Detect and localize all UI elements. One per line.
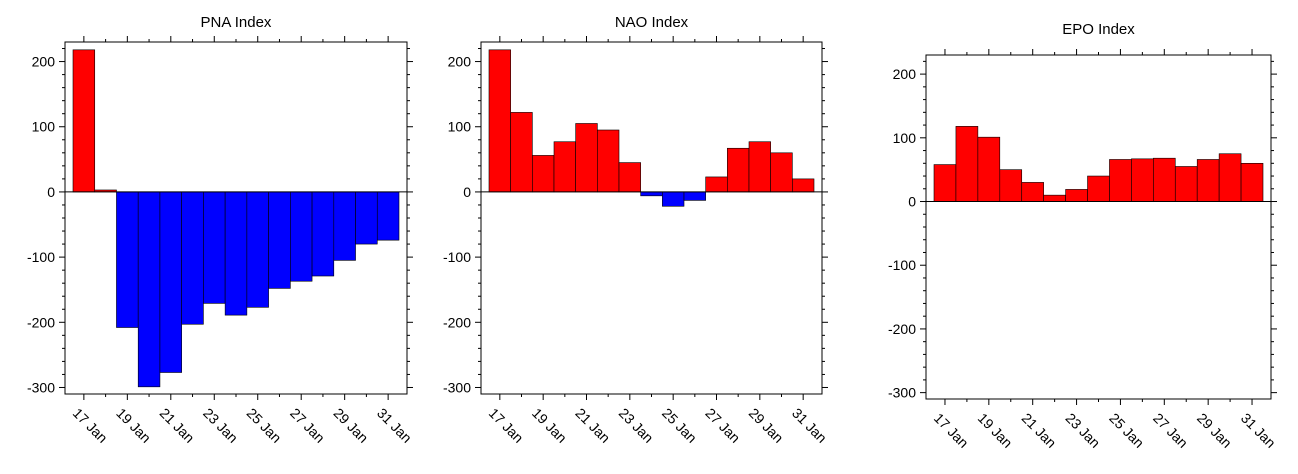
x-tick-label: 17 Jan xyxy=(70,405,111,446)
x-tick-label: 31 Jan xyxy=(374,405,415,446)
y-tick-label: -200 xyxy=(27,314,55,330)
bar-27-jan xyxy=(290,191,313,282)
bar-31-jan xyxy=(376,191,400,241)
bar-21-jan xyxy=(1021,182,1044,202)
bar-23-jan xyxy=(1065,189,1088,202)
y-tick-label: -300 xyxy=(888,385,916,401)
y-tick-label: -300 xyxy=(27,379,55,395)
x-tick-label: 31 Jan xyxy=(789,405,830,446)
x-tick-label: 23 Jan xyxy=(616,405,657,446)
x-tick-label: 27 Jan xyxy=(287,405,328,446)
bar-23-jan xyxy=(203,191,226,304)
bar-28-jan xyxy=(311,191,335,277)
x-tick-label: 27 Jan xyxy=(702,405,743,446)
y-tick-label: 0 xyxy=(47,184,55,200)
bar-30-jan xyxy=(355,191,378,245)
x-tick-label: 19 Jan xyxy=(113,405,154,446)
chart-title: EPO Index xyxy=(1062,21,1135,38)
x-tick-label: 25 Jan xyxy=(1106,410,1147,451)
bar-29-jan xyxy=(333,191,356,261)
bar-27-jan xyxy=(705,176,728,193)
x-tick-label: 23 Jan xyxy=(1062,410,1103,451)
bar-26-jan xyxy=(268,191,291,289)
bar-29-jan xyxy=(1196,159,1220,202)
bar-17-jan xyxy=(933,164,957,202)
x-tick-label: 23 Jan xyxy=(200,405,241,446)
x-tick-label: 19 Jan xyxy=(529,405,570,446)
chart-panel-3: EPO Index -300 -200 -100 0 100 200 17 Jan 19 Jan… xyxy=(888,21,1279,451)
bar-17-jan xyxy=(488,49,511,193)
bar-28-jan xyxy=(727,147,750,193)
x-tick-label: 29 Jan xyxy=(331,405,372,446)
bar-29-jan xyxy=(748,141,771,193)
bar-28-jan xyxy=(1174,166,1198,202)
y-tick-label: -200 xyxy=(888,321,916,337)
x-tick-label: 19 Jan xyxy=(975,410,1016,451)
y-tick-label: 100 xyxy=(448,119,472,135)
chart-title: PNA Index xyxy=(201,14,272,31)
bar-23-jan xyxy=(618,162,641,193)
bar-24-jan xyxy=(224,191,248,316)
bar-20-jan xyxy=(137,191,161,388)
bar-25-jan xyxy=(1109,159,1132,202)
x-tick-label: 25 Jan xyxy=(659,405,700,446)
bar-17-jan xyxy=(72,49,96,193)
x-tick-label: 21 Jan xyxy=(572,405,613,446)
bar-26-jan xyxy=(1131,158,1154,202)
bar-30-jan xyxy=(770,152,793,193)
bar-31-jan xyxy=(792,178,815,193)
y-tick-label: 200 xyxy=(32,54,56,70)
bar-20-jan xyxy=(553,141,576,193)
x-tick-label: 21 Jan xyxy=(157,405,198,446)
y-tick-label: 100 xyxy=(893,130,917,146)
x-tick-label: 17 Jan xyxy=(931,410,972,451)
y-tick-label: -200 xyxy=(443,314,471,330)
chart-panel-1: PNA Index -300 -200 -100 0 100 200 17 Jan 19 Jan… xyxy=(27,14,415,446)
y-tick-label: 200 xyxy=(448,54,472,70)
bar-25-jan xyxy=(662,191,685,207)
chart-panel-2: NAO Index -300 -200 -100 0 100 200 17 Jan 19 Jan… xyxy=(443,14,830,446)
y-tick-label: -100 xyxy=(888,257,916,273)
bar-19-jan xyxy=(532,155,555,193)
bar-21-jan xyxy=(159,191,182,373)
y-tick-label: 200 xyxy=(893,66,917,82)
x-tick-label: 17 Jan xyxy=(486,405,527,446)
x-tick-label: 27 Jan xyxy=(1150,410,1191,451)
bar-24-jan xyxy=(1087,175,1110,202)
bar-22-jan xyxy=(1043,194,1066,202)
chart-title: NAO Index xyxy=(615,14,689,31)
bar-18-jan xyxy=(955,126,979,202)
bar-30-jan xyxy=(1218,153,1242,202)
bar-18-jan xyxy=(510,112,533,193)
x-tick-label: 29 Jan xyxy=(746,405,787,446)
y-tick-label: -300 xyxy=(443,379,471,395)
x-tick-label: 25 Jan xyxy=(244,405,285,446)
y-tick-label: -100 xyxy=(27,249,55,265)
bar-25-jan xyxy=(246,191,269,308)
bar-24-jan xyxy=(640,191,663,197)
bar-19-jan xyxy=(116,191,139,328)
bar-22-jan xyxy=(597,129,620,193)
y-tick-label: 100 xyxy=(32,119,56,135)
plot-frame xyxy=(480,41,823,395)
bar-19-jan xyxy=(977,136,1001,202)
bar-20-jan xyxy=(999,169,1023,202)
y-tick-label: 0 xyxy=(463,184,471,200)
y-tick-label: -100 xyxy=(443,249,471,265)
bar-26-jan xyxy=(683,191,706,201)
x-tick-label: 21 Jan xyxy=(1019,410,1060,451)
plot-frame xyxy=(925,54,1272,400)
bar-22-jan xyxy=(181,191,204,325)
bar-27-jan xyxy=(1153,157,1176,202)
bar-31-jan xyxy=(1240,162,1264,202)
x-tick-label: 29 Jan xyxy=(1194,410,1235,451)
x-tick-label: 31 Jan xyxy=(1238,410,1279,451)
y-tick-label: 0 xyxy=(908,194,916,210)
bar-21-jan xyxy=(575,123,598,193)
